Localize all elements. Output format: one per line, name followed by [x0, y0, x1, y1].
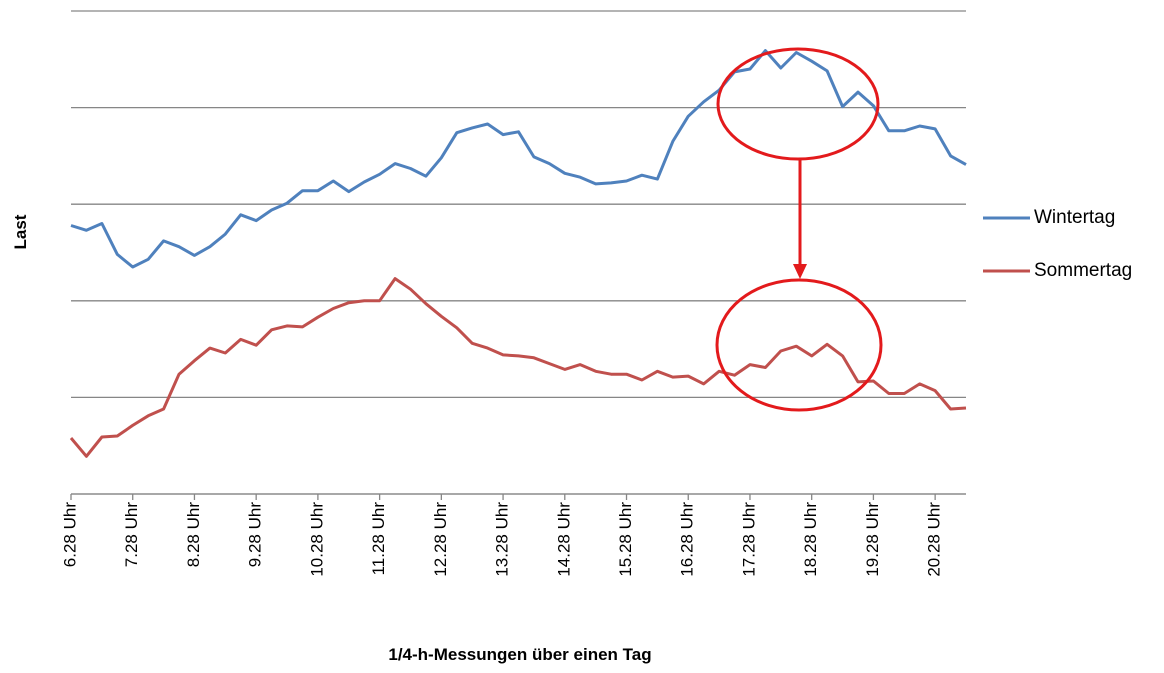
- line-series: [69, 277, 967, 458]
- legend-label: Wintertag: [1034, 207, 1115, 228]
- x-tick-label: 6.28 Uhr: [60, 502, 79, 568]
- x-tick-label: 12.28 Uhr: [431, 502, 450, 577]
- x-tick-label: 13.28 Uhr: [493, 502, 512, 577]
- x-tick-label: 19.28 Uhr: [863, 502, 882, 577]
- y-axis-label: Last: [11, 214, 30, 249]
- highlight-circle: [716, 47, 880, 161]
- x-tick-label: 18.28 Uhr: [801, 502, 820, 577]
- x-tick-label: 15.28 Uhr: [616, 502, 635, 577]
- x-tick-label: 8.28 Uhr: [184, 502, 203, 568]
- arrow-head: [793, 264, 807, 279]
- x-tick-label: 14.28 Uhr: [554, 502, 573, 577]
- legend-label: Sommertag: [1034, 260, 1132, 281]
- x-tick-label: 10.28 Uhr: [307, 502, 326, 577]
- x-tick-label: 20.28 Uhr: [925, 502, 944, 577]
- x-axis-label: 1/4-h-Messungen über einen Tag: [388, 645, 651, 664]
- annotations: [715, 47, 883, 412]
- x-tick-label: 17.28 Uhr: [739, 502, 758, 577]
- line-series: [70, 49, 967, 269]
- x-tick-label: 9.28 Uhr: [246, 502, 265, 568]
- highlight-circle: [715, 278, 883, 412]
- x-tick-label: 7.28 Uhr: [122, 502, 141, 568]
- x-tick-label: 16.28 Uhr: [678, 502, 697, 577]
- x-tick-label: 11.28 Uhr: [369, 502, 388, 576]
